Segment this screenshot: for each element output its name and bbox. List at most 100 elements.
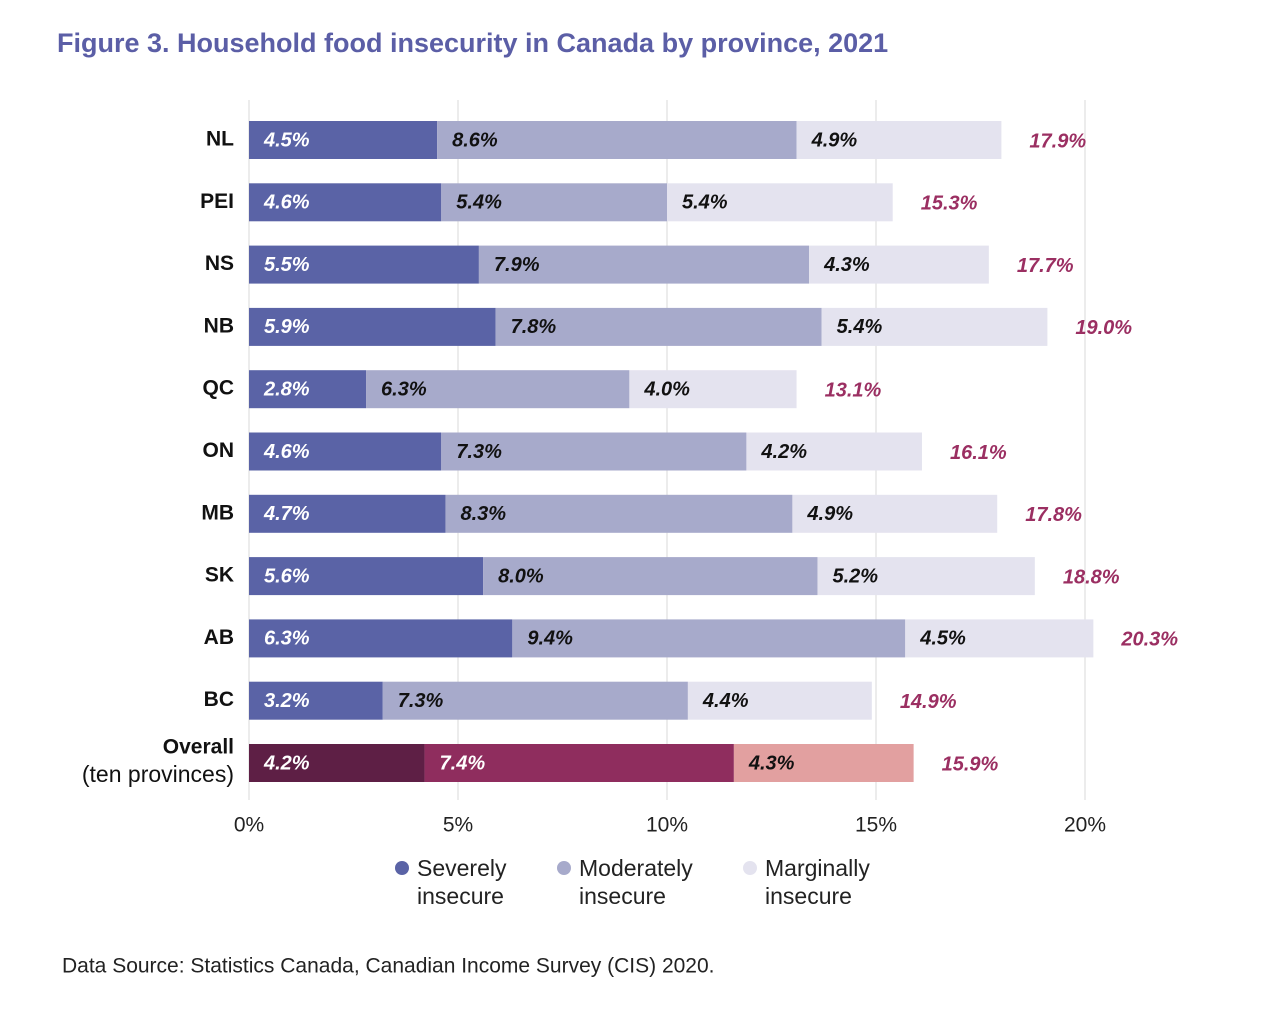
bar-segment — [746, 432, 922, 471]
bar-segment — [792, 494, 998, 533]
value-label: 4.0% — [643, 378, 690, 400]
y-tick-label: NL — [206, 128, 234, 151]
legend-swatch — [557, 861, 571, 875]
bar-segment — [249, 121, 438, 159]
legend-item: Marginally insecure — [743, 854, 915, 910]
value-label: 4.3% — [823, 254, 870, 276]
value-label: 6.3% — [264, 628, 310, 650]
x-tick-label: 20% — [1064, 814, 1106, 837]
bar-segment — [796, 121, 1002, 159]
value-label: 5.9% — [264, 316, 310, 338]
value-label: 4.9% — [806, 503, 853, 525]
value-label: 7.3% — [456, 441, 502, 463]
bar-segment — [733, 744, 914, 782]
bar-segment — [249, 432, 442, 471]
source-note: Data Source: Statistics Canada, Canadian… — [62, 955, 715, 978]
legend-swatch — [395, 861, 409, 875]
bar-segment — [249, 557, 484, 596]
bar-segment — [382, 681, 688, 720]
value-label: 8.3% — [460, 503, 506, 525]
value-label: 4.7% — [263, 503, 310, 525]
chart-title: Figure 3. Household food insecurity in C… — [57, 28, 888, 58]
y-tick-label: SK — [205, 564, 234, 587]
value-label: 8.6% — [452, 129, 498, 151]
value-label: 7.8% — [511, 316, 557, 338]
value-label: 4.5% — [263, 129, 310, 151]
bar-segment — [249, 681, 383, 720]
value-label: 7.4% — [440, 752, 486, 774]
total-label: 20.3% — [1120, 629, 1178, 651]
bar-segment — [249, 370, 367, 409]
y-tick-label: QC — [203, 377, 235, 400]
bar-segment — [483, 557, 818, 596]
y-tick-label: NB — [204, 314, 234, 337]
total-label: 17.8% — [1025, 504, 1082, 526]
value-label: 5.4% — [682, 192, 728, 214]
value-label: 6.3% — [381, 378, 427, 400]
x-tick-label: 15% — [855, 814, 897, 837]
legend-item: Moderately insecure — [557, 854, 719, 910]
y-tick-label: NS — [205, 252, 234, 275]
category-note: (ten provinces) — [82, 761, 234, 787]
bar-segment — [445, 494, 793, 533]
value-label: 4.9% — [811, 129, 858, 151]
value-label: 4.2% — [263, 752, 310, 774]
value-label: 4.6% — [263, 441, 310, 463]
x-tick-label: 0% — [234, 814, 264, 837]
value-label: 5.6% — [264, 565, 310, 587]
value-label: 5.5% — [264, 254, 310, 276]
y-tick-label: BC — [204, 688, 234, 711]
y-tick-label: AB — [204, 626, 234, 649]
bar-segment — [424, 744, 734, 782]
bar-segment — [437, 121, 797, 159]
bar-segment — [249, 307, 496, 346]
legend-item: Severely insecure — [395, 854, 527, 910]
value-label: 2.8% — [263, 378, 310, 400]
bar-segment — [478, 245, 810, 284]
bar-segment — [667, 183, 893, 222]
bar-segment — [512, 619, 906, 658]
y-tick-label: ON — [203, 439, 235, 462]
value-label: 4.3% — [748, 752, 795, 774]
bar-segment — [249, 744, 425, 782]
total-label: 16.1% — [950, 442, 1007, 464]
bar-segment — [249, 619, 513, 658]
x-tick-label: 5% — [443, 814, 473, 837]
legend-label: Marginally insecure — [765, 855, 870, 909]
value-label: 4.2% — [760, 441, 807, 463]
total-label: 17.9% — [1029, 130, 1086, 152]
bar-segment — [821, 307, 1048, 346]
total-label: 19.0% — [1075, 317, 1132, 339]
value-label: 8.0% — [498, 565, 544, 587]
bar-segment — [809, 245, 989, 284]
bar-segment — [905, 619, 1094, 658]
x-tick-label: 10% — [646, 814, 688, 837]
legend-label: Moderately insecure — [579, 855, 693, 909]
value-label: 7.9% — [494, 254, 540, 276]
bar-segment — [629, 370, 797, 409]
total-label: 17.7% — [1017, 255, 1074, 277]
bar-segment — [817, 557, 1035, 596]
bar-segment — [495, 307, 822, 346]
y-tick-label: Overall — [163, 736, 234, 759]
y-tick-label: MB — [201, 501, 234, 524]
legend-swatch — [743, 861, 757, 875]
value-label: 9.4% — [527, 628, 573, 650]
total-label: 15.3% — [921, 193, 978, 215]
total-label: 18.8% — [1063, 566, 1120, 588]
value-label: 4.5% — [919, 628, 966, 650]
y-tick-label: PEI — [200, 190, 234, 213]
bar-segment — [249, 183, 442, 222]
total-label: 13.1% — [825, 379, 882, 401]
value-label: 7.3% — [398, 690, 444, 712]
value-label: 5.2% — [832, 565, 878, 587]
bar-segment — [687, 681, 872, 720]
bar-segment — [249, 245, 479, 284]
bar-segment — [249, 494, 446, 533]
value-label: 4.6% — [263, 192, 310, 214]
total-label: 14.9% — [900, 691, 957, 713]
bar-segment — [441, 183, 667, 222]
total-label: 15.9% — [942, 753, 999, 775]
